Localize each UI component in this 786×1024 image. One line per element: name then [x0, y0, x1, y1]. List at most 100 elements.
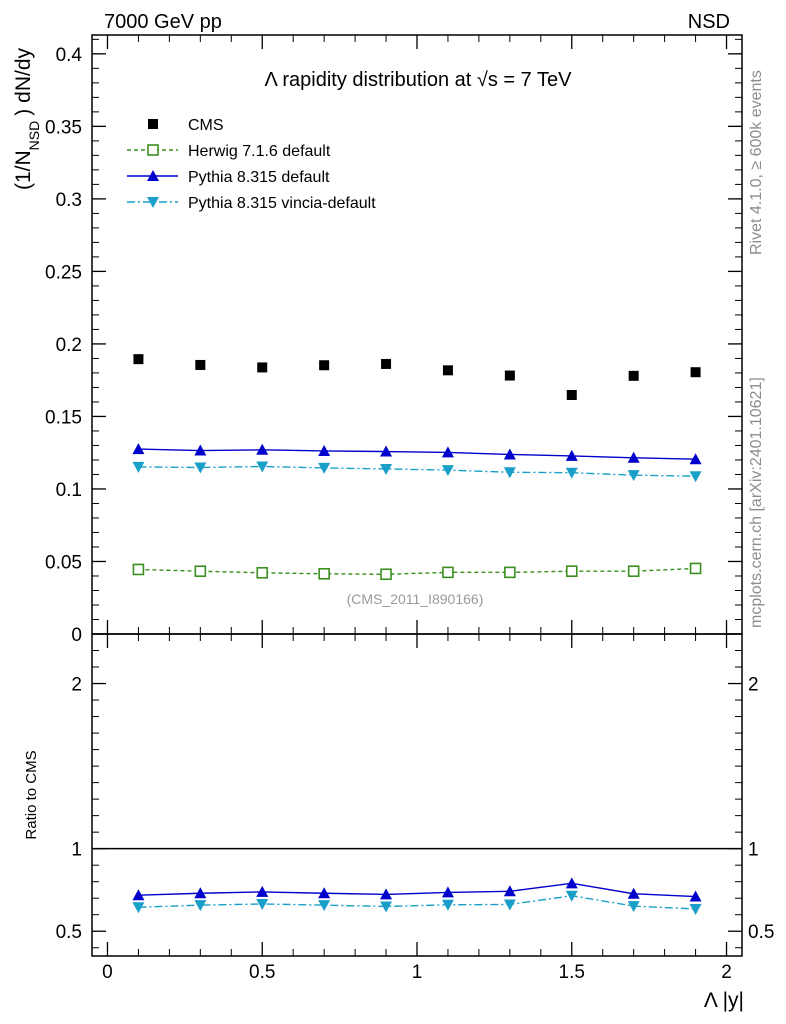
xtick-label: 1.5 — [559, 962, 585, 983]
ylabel-prefix: (1/N — [12, 150, 35, 190]
data-point — [380, 445, 393, 457]
main-ytick-label: 0.3 — [56, 190, 82, 211]
ratio-ytick-label: 2 — [71, 675, 82, 696]
data-point — [504, 566, 516, 579]
ratio-point — [565, 890, 578, 902]
legend: CMS Herwig 7.1.6 default Pythia 8.315 defa… — [127, 117, 376, 212]
data-point — [442, 365, 453, 376]
ratio-point — [627, 901, 640, 913]
main-ytick-label: 0.05 — [45, 552, 82, 573]
data-point — [318, 568, 330, 580]
ratio-point — [380, 901, 393, 913]
data-point — [627, 565, 640, 577]
ratio-point — [627, 887, 640, 899]
ratio-point — [132, 902, 145, 914]
data-point — [565, 565, 578, 577]
main-title: Λ rapidity distribution at √s = 7 TeV — [265, 69, 573, 91]
data-point — [504, 370, 515, 381]
data-point — [441, 465, 454, 477]
main-ytick-label: 0.1 — [56, 480, 82, 501]
data-point — [194, 462, 207, 474]
data-point — [318, 462, 331, 474]
ratio-ytick-label-right: 1 — [748, 840, 759, 861]
energy-label: 7000 GeV pp — [104, 11, 222, 33]
data-point — [132, 443, 145, 455]
data-point — [689, 453, 702, 465]
legend-label: Pythia 8.315 default — [188, 169, 330, 186]
watermark: (CMS_2011_I890166) — [347, 591, 484, 607]
main-axis-ticks: 0 0.05 0.1 0.15 0.2 0.25 0.3 0.35 0.4 — [45, 35, 742, 646]
ratio-point — [689, 890, 702, 902]
data-point — [689, 562, 702, 575]
main-ytick-label: 0.4 — [56, 45, 83, 66]
legend-entry: CMS — [148, 117, 224, 134]
data-point — [566, 389, 577, 400]
ratio-plot-frame — [91, 633, 743, 957]
main-ytick-label: 0.25 — [45, 262, 82, 283]
legend-label: Herwig 7.1.6 default — [188, 143, 331, 160]
ratio-ylabel: Ratio to CMS — [23, 750, 40, 839]
main-ylabel-prefix: (1/NNSD — [12, 121, 42, 190]
data-point — [381, 358, 392, 369]
ratio-point — [194, 900, 207, 912]
data-point — [318, 444, 331, 456]
data-point — [256, 443, 269, 455]
data-point — [442, 566, 454, 579]
data-point — [565, 467, 578, 479]
ratio-point — [503, 885, 516, 897]
legend-entry: Pythia 8.315 vincia-default — [127, 195, 376, 212]
data-point — [690, 367, 701, 378]
series-line — [138, 567, 696, 575]
xtick-label: 0 — [102, 962, 113, 983]
ylabel-main: ) dN/dy — [12, 48, 35, 116]
data-point — [257, 362, 268, 373]
ratio-point — [441, 886, 454, 898]
data-point — [256, 566, 269, 579]
series-herwig-7-1-6-default — [132, 562, 702, 581]
legend-entry: Pythia 8.315 default — [127, 169, 330, 186]
ratio-point — [132, 889, 145, 901]
data-point — [194, 444, 207, 456]
series-line — [138, 448, 696, 460]
ratio-panel: 0.5 0.5 1 1 2 2 0 0.5 1 1.5 2 Ratio to CMS Λ |y| — [23, 633, 774, 1012]
legend-marker — [147, 144, 159, 156]
main-panel: 0 0.05 0.1 0.15 0.2 0.25 0.3 0.35 0.4 Λ rapidity… — [12, 34, 743, 646]
data-point — [256, 461, 269, 473]
data-point — [132, 461, 145, 473]
series-cms — [133, 354, 701, 400]
ratio-point — [194, 887, 207, 899]
ratio-point — [380, 888, 393, 900]
data-point — [133, 354, 144, 365]
ylabel-subscript: NSD — [26, 121, 42, 151]
data-point — [194, 565, 207, 577]
ratio-point — [318, 887, 331, 899]
ratio-ytick-label-right: 0.5 — [748, 922, 774, 943]
legend-entry: Herwig 7.1.6 default — [127, 143, 331, 160]
ratio-ytick-label-right: 2 — [748, 675, 759, 696]
xtick-label: 1 — [412, 962, 423, 983]
legend-marker — [147, 170, 159, 181]
data-point — [503, 448, 516, 460]
data-point — [565, 449, 578, 461]
ratio-axis-ticks: 0.5 0.5 1 1 2 2 0 0.5 1 1.5 2 — [56, 634, 774, 983]
data-point — [627, 470, 640, 482]
legend-label: Pythia 8.315 vincia-default — [188, 195, 376, 212]
data-point — [132, 563, 145, 576]
main-ytick-label: 0.15 — [45, 407, 82, 428]
data-point — [319, 360, 330, 371]
svg-text:(1/NNSD: (1/NNSD — [12, 121, 42, 190]
ratio-series-pythia-8-315-vincia-default — [132, 890, 702, 915]
xtick-label: 2 — [721, 962, 732, 983]
ratio-point — [503, 899, 516, 911]
ratio-ytick-label: 0.5 — [56, 922, 82, 943]
ratio-point — [256, 885, 269, 897]
main-ytick-label: 0.2 — [56, 335, 82, 356]
process-label: NSD — [688, 11, 730, 33]
data-point — [195, 359, 206, 370]
series-pythia-8-315-vincia-default — [132, 461, 702, 483]
data-point — [628, 370, 639, 381]
svg-text:) dN/dy: ) dN/dy — [12, 48, 35, 116]
ratio-point — [318, 900, 331, 912]
ratio-series-pythia-8-315-default — [132, 877, 702, 902]
